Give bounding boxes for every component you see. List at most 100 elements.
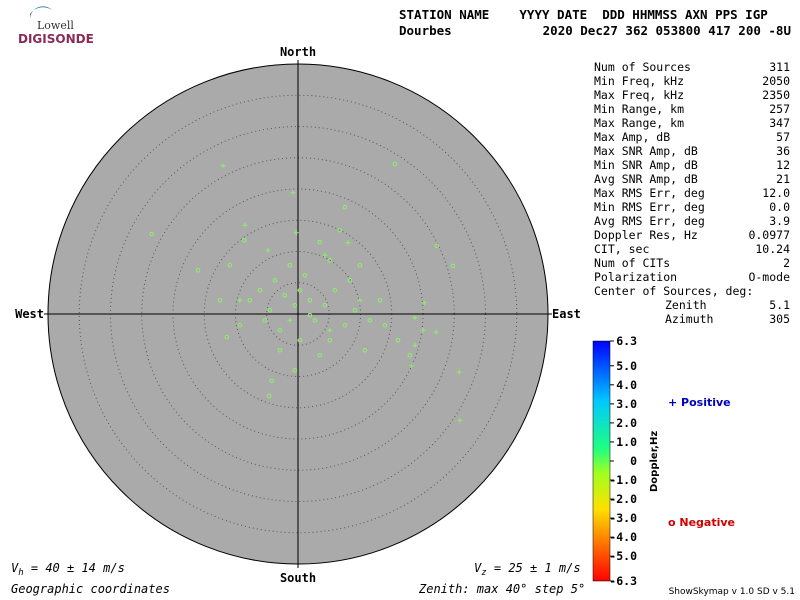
stat-label: Num of CITs: [594, 256, 671, 270]
source-point: [265, 247, 271, 253]
source-point: [345, 240, 351, 246]
stat-value: 36: [776, 144, 790, 158]
source-point: [247, 297, 253, 303]
source-point: [395, 337, 401, 343]
source-point: [227, 262, 233, 268]
stat-label: CIT, sec: [594, 242, 650, 256]
station: Dourbes: [399, 23, 452, 38]
source-point: [312, 317, 318, 323]
logo-top: Lowell: [37, 19, 74, 32]
source-point: [242, 222, 248, 228]
source-point: [302, 272, 308, 278]
colorbar-tick-label: 0: [630, 454, 637, 468]
source-point: [367, 317, 373, 323]
source-point: [149, 231, 155, 237]
footer-center: Zenith: max 40° step 5°: [418, 582, 585, 596]
stat-value: 2050: [762, 74, 790, 88]
azimuth-value: 305: [769, 312, 790, 326]
stat-label: Avg RMS Err, deg: [594, 214, 705, 228]
source-point: [392, 161, 398, 167]
stat-value: 10.24: [755, 242, 790, 256]
source-point: [292, 302, 298, 308]
direction-label: West: [15, 307, 44, 321]
source-point: [217, 297, 223, 303]
footer-left: Geographic coordinates: [11, 582, 170, 596]
source-point: [262, 317, 268, 323]
source-point: [257, 287, 263, 293]
stat-label: Max RMS Err, deg: [594, 186, 705, 200]
stat-value: 0.0977: [748, 228, 790, 242]
velocity-sub: h: [18, 568, 23, 578]
source-point: [412, 315, 418, 321]
source-point: [332, 287, 338, 293]
stat-label: Max Range, km: [594, 116, 685, 130]
source-point: [266, 393, 272, 399]
velocity: Vz = 25 ± 1 m/s: [474, 561, 581, 578]
velocity-symbol: V: [474, 561, 482, 575]
velocity: Vh = 40 ± 14 m/s: [11, 561, 125, 578]
source-point: [450, 263, 456, 269]
source-point: [287, 317, 293, 323]
source-point: [407, 352, 413, 358]
source-point: [224, 334, 230, 340]
velocity-text: = 40 ± 14 m/s: [24, 561, 125, 575]
stat-value: 57: [776, 130, 790, 144]
source-point: [297, 287, 303, 293]
stat-label: Min Freq, kHz: [594, 74, 685, 88]
stat-value: 347: [769, 116, 790, 130]
logo-swoosh: [29, 6, 52, 20]
source-point: [292, 367, 298, 373]
stat-label: Max Amp, dB: [594, 130, 671, 144]
colorbar-tick-label: 3.0: [616, 397, 637, 411]
stat-value: 311: [769, 60, 790, 74]
stat-label: Num of Sources: [594, 60, 691, 74]
source-point: [377, 297, 383, 303]
source-point: [327, 257, 333, 263]
logo-bottom: DIGISONDE: [18, 32, 94, 46]
velocity-symbol: V: [11, 561, 19, 575]
stat-value: 21: [776, 172, 790, 186]
stat-value: 2: [783, 256, 790, 270]
colorbar-tick-label: -5.0: [609, 549, 637, 563]
source-point: [317, 239, 323, 245]
source-point: [317, 352, 323, 358]
stat-label: Polarization: [594, 270, 678, 284]
source-point: [195, 267, 201, 273]
colorbar: [592, 340, 611, 582]
colorbar-tick-label: 2.0: [616, 416, 637, 430]
colorbar-tick-label: 1.0: [616, 435, 637, 449]
source-point: [237, 322, 243, 328]
stat-label: Doppler Res, Hz: [594, 228, 698, 242]
source-point: [287, 262, 293, 268]
direction-label: North: [280, 45, 316, 59]
source-point: [241, 237, 247, 243]
colorbar-title: Doppler,Hz: [649, 431, 660, 492]
source-point: [237, 297, 243, 303]
stat-label: Min Range, km: [594, 102, 685, 116]
zenith-label: Zenith: [665, 298, 707, 312]
source-point: [382, 322, 388, 328]
colorbar-tick-label: -3.0: [609, 511, 637, 525]
source-point: [357, 297, 363, 303]
source-point: [362, 347, 368, 353]
source-point: [322, 252, 328, 258]
zenith-value: 5.1: [769, 298, 790, 312]
source-point: [337, 227, 343, 233]
source-point: [421, 300, 427, 306]
center-title: Center of Sources, deg:: [594, 284, 754, 298]
source-point: [434, 243, 440, 249]
source-point: [347, 277, 353, 283]
stat-label: Min SNR Amp, dB: [594, 158, 698, 172]
direction-label: South: [280, 571, 316, 585]
source-point: [293, 230, 299, 236]
stat-label: Min RMS Err, deg: [594, 200, 705, 214]
source-point: [322, 302, 328, 308]
stat-value: 257: [769, 102, 790, 116]
source-point: [269, 378, 275, 384]
source-point: [456, 369, 462, 375]
legend-positive: + Positive: [668, 396, 731, 409]
source-point: [342, 322, 348, 328]
source-point: [277, 327, 283, 333]
stat-value: 2350: [762, 88, 790, 102]
